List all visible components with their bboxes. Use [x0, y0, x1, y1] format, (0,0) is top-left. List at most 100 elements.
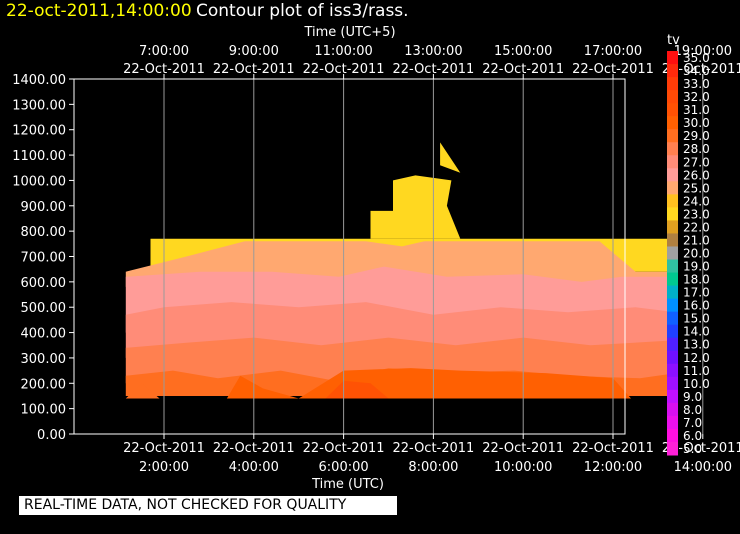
colorbar-swatch: [667, 259, 678, 274]
colorbar-swatch: [667, 324, 678, 339]
colorbar-level: 6.0: [683, 429, 702, 443]
x2-axis-label: Time (UTC+5): [303, 25, 395, 40]
colorbar-level: 12.0: [683, 351, 710, 365]
colorbar-swatch: [667, 402, 678, 417]
colorbar-swatch: [667, 389, 678, 404]
contour-region-24: [370, 175, 461, 239]
x-tick-time: 12:00:00: [584, 460, 642, 475]
x2-tick-time: 15:00:00: [494, 44, 552, 59]
y-tick-label: 1300.00: [12, 98, 66, 113]
chart-title: Contour plot of iss3/rass.: [196, 1, 409, 21]
colorbar-swatch: [667, 337, 678, 352]
colorbar-level: 22.0: [683, 220, 710, 234]
x-tick-time: 14:00:00: [674, 460, 732, 475]
colorbar-swatch: [667, 142, 678, 156]
colorbar-swatch: [667, 428, 678, 443]
colorbar-level: 25.0: [683, 181, 710, 195]
y-tick-label: 1000.00: [12, 174, 66, 189]
colorbar-level: 9.0: [683, 390, 702, 404]
y-tick-label: 1200.00: [12, 124, 66, 139]
colorbar-level: 26.0: [683, 168, 710, 182]
colorbar-swatch: [667, 311, 678, 326]
x-tick-time: 6:00:00: [319, 460, 369, 475]
colorbar-level: 20.0: [683, 247, 710, 261]
colorbar-level: 31.0: [683, 103, 710, 117]
grid-lines: [163, 79, 704, 434]
colorbar-level: 34.0: [683, 64, 710, 78]
x2-tick-date: 22-Oct-2011: [123, 62, 205, 77]
colorbar-level: 29.0: [683, 129, 710, 143]
colorbar-swatch: [667, 155, 678, 169]
axes: 0.00 100.00 200.00 300.00 400.00 500.00 600.00…: [12, 25, 740, 492]
header-timestamp: 22-oct-2011,14:00:00: [6, 1, 192, 21]
x-tick-date: 22-Oct-2011: [123, 441, 205, 456]
x2-tick-date: 22-Oct-2011: [303, 62, 385, 77]
y-tick-label: 100.00: [21, 403, 67, 418]
colorbar-level: 14.0: [683, 325, 710, 339]
colorbar-level: 19.0: [683, 260, 710, 274]
y-tick-label: 700.00: [21, 251, 67, 266]
plot-area: [125, 142, 676, 399]
x2-tick-time: 17:00:00: [584, 44, 642, 59]
x2-tick-time: 7:00:00: [139, 44, 189, 59]
colorbar-level: 8.0: [683, 403, 702, 417]
colorbar-level: 15.0: [683, 312, 710, 326]
colorbar-level: 7.0: [683, 416, 702, 430]
colorbar-level: 35.0: [683, 51, 710, 65]
x-tick-date: 22-Oct-2011: [392, 441, 474, 456]
colorbar-swatch: [667, 103, 678, 117]
x2-tick-time: 13:00:00: [404, 44, 462, 59]
y-tick-label: 600.00: [21, 276, 67, 291]
colorbar-level: 27.0: [683, 155, 710, 169]
colorbar-swatch: [667, 77, 678, 91]
y-tick-label: 200.00: [21, 377, 67, 392]
colorbar-swatch: [667, 181, 678, 195]
colorbar-level: 21.0: [683, 234, 710, 248]
x-tick-date: 22-Oct-2011: [482, 441, 564, 456]
x2-tick-date: 22-Oct-2011: [392, 62, 474, 77]
contour-region-31: [325, 380, 389, 399]
x2-tick-date: 22-Oct-2011: [213, 62, 295, 77]
colorbar-swatch: [667, 298, 678, 313]
colorbar-swatch: [667, 194, 678, 208]
x2-tick-time: 19:00:00: [674, 44, 732, 59]
colorbar-swatch: [667, 441, 678, 456]
colorbar-swatch: [667, 90, 678, 104]
y-tick-label: 1100.00: [12, 149, 66, 164]
colorbar-swatch: [667, 64, 678, 78]
colorbar-label: tv: [667, 33, 680, 48]
colorbar-swatch: [667, 51, 678, 65]
y-tick-label: 900.00: [21, 200, 67, 215]
colorbar-level: 28.0: [683, 142, 710, 156]
y-tick-label: 800.00: [21, 225, 67, 240]
colorbar-swatch: [667, 116, 678, 130]
contour-region-30: [226, 368, 631, 399]
contour-region-28: [125, 337, 676, 384]
contour-region-29: [125, 383, 160, 399]
x2-tick-time: 9:00:00: [229, 44, 279, 59]
colorbar-swatch: [667, 376, 678, 391]
contour-region-24: [440, 142, 461, 173]
y-tick-label: 1400.00: [12, 73, 66, 88]
colorbar-swatch: [667, 168, 678, 182]
colorbar-level: 33.0: [683, 77, 710, 91]
x-axis-label: Time (UTC): [311, 477, 384, 492]
x2-tick-date: 22-Oct-2011: [482, 62, 564, 77]
colorbar-swatch: [667, 285, 678, 300]
colorbar-level: 32.0: [683, 90, 710, 104]
colorbar-level: 10.0: [683, 377, 710, 391]
colorbar-swatch: [667, 129, 678, 143]
colorbar-swatch: [667, 415, 678, 430]
quality-notice: REAL-TIME DATA, NOT CHECKED FOR QUALITY: [19, 496, 397, 515]
colorbar-swatch: [667, 272, 678, 287]
colorbar-level: 5.0: [683, 442, 702, 456]
colorbar-swatch: [667, 246, 678, 261]
x2-tick-date: 22-Oct-2011: [662, 62, 740, 77]
x2-tick-date: 22-Oct-2011: [572, 62, 654, 77]
colorbar-level: 30.0: [683, 116, 710, 130]
x-tick-date: 22-Oct-2011: [662, 441, 740, 456]
x-tick-time: 2:00:00: [139, 460, 189, 475]
x-tick-time: 8:00:00: [408, 460, 458, 475]
colorbar-level: 11.0: [683, 364, 710, 378]
